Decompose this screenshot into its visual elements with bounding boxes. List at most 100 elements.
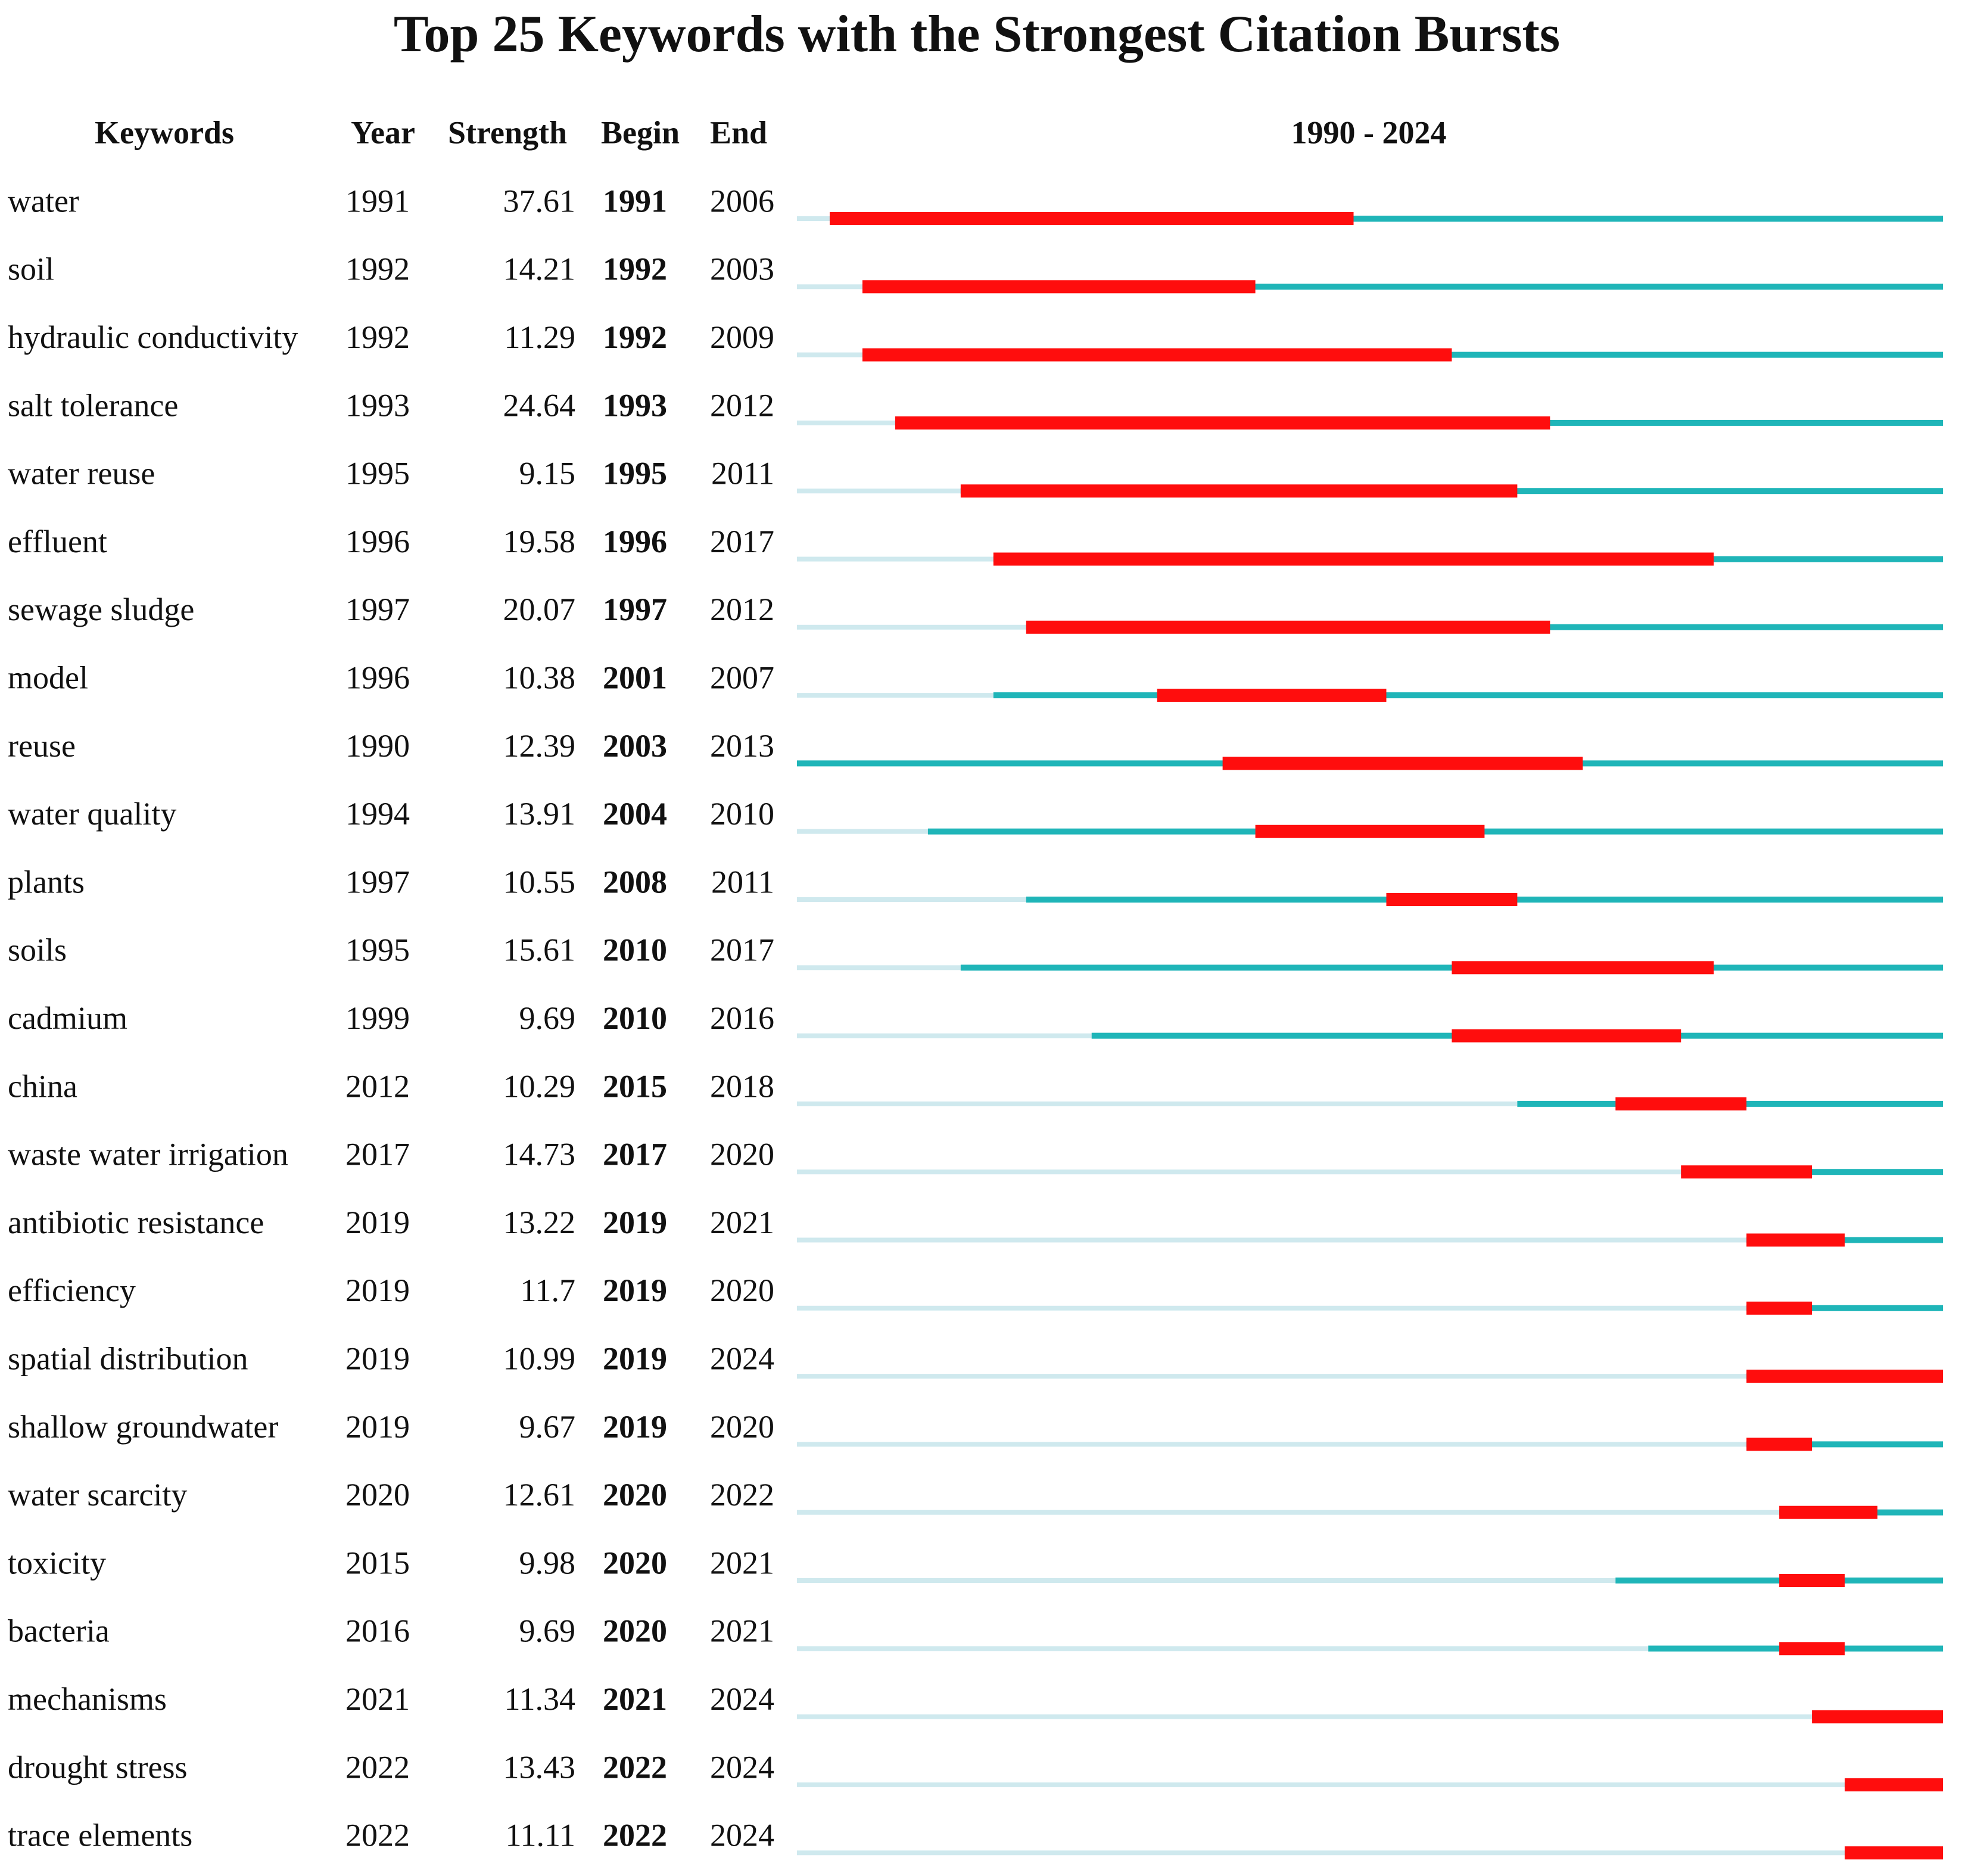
keyword: model <box>8 659 88 695</box>
pre-period <box>797 1646 1649 1651</box>
end: 2024 <box>710 1818 774 1853</box>
begin: 2010 <box>603 1000 667 1036</box>
end: 2017 <box>710 932 774 968</box>
pre-period <box>797 1578 1616 1583</box>
year: 2015 <box>345 1545 410 1581</box>
year: 1991 <box>345 183 410 219</box>
end: 2016 <box>710 1000 774 1036</box>
keyword: cadmium <box>8 1000 127 1036</box>
active-period <box>1746 1305 1943 1311</box>
end: 2024 <box>710 1681 774 1717</box>
burst-bar <box>1026 620 1550 634</box>
chart-title: Top 25 Keywords with the Strongest Citat… <box>394 5 1560 63</box>
pre-period <box>797 624 1026 630</box>
begin: 2015 <box>603 1068 667 1104</box>
keyword: spatial distribution <box>8 1340 248 1376</box>
pre-period <box>797 1374 1747 1379</box>
burst-bar <box>1779 1574 1845 1587</box>
strength: 9.69 <box>519 1613 576 1649</box>
burst-bar <box>862 348 1452 362</box>
pre-period <box>797 1510 1780 1515</box>
strength: 14.21 <box>503 251 576 287</box>
keyword: water reuse <box>8 456 155 491</box>
pre-period <box>797 352 862 357</box>
strength: 13.91 <box>503 796 576 832</box>
strength: 9.98 <box>519 1545 576 1581</box>
end: 2018 <box>710 1068 774 1104</box>
strength: 9.69 <box>519 1000 576 1036</box>
begin: 1993 <box>603 387 667 423</box>
end: 2021 <box>710 1545 774 1581</box>
burst-bar <box>1222 757 1583 770</box>
strength: 10.55 <box>503 864 576 900</box>
keyword: china <box>8 1068 77 1104</box>
begin: 1995 <box>603 456 667 491</box>
active-period <box>829 216 1943 222</box>
burst-bar <box>895 416 1550 430</box>
strength: 15.61 <box>503 932 576 968</box>
end: 2006 <box>710 183 774 219</box>
begin: 2020 <box>603 1613 667 1649</box>
strength: 14.73 <box>503 1137 576 1172</box>
pre-period <box>797 1305 1747 1311</box>
year: 1992 <box>345 251 410 287</box>
pre-period <box>797 420 895 425</box>
strength: 24.64 <box>503 387 576 423</box>
pre-period <box>797 216 830 221</box>
end: 2020 <box>710 1273 774 1308</box>
strength: 10.29 <box>503 1068 576 1104</box>
end: 2020 <box>710 1409 774 1445</box>
year: 1995 <box>345 456 410 491</box>
active-period <box>1746 1441 1943 1448</box>
year: 1997 <box>345 864 410 900</box>
pre-period <box>797 489 961 494</box>
column-header: Begin <box>601 114 680 150</box>
begin: 2019 <box>603 1409 667 1445</box>
keyword: efficiency <box>8 1273 136 1308</box>
strength: 13.43 <box>503 1749 576 1785</box>
strength: 11.7 <box>521 1273 576 1308</box>
keyword: trace elements <box>8 1818 192 1853</box>
year: 2021 <box>345 1681 410 1717</box>
begin: 1992 <box>603 251 667 287</box>
keyword: effluent <box>8 524 107 559</box>
year: 1999 <box>345 1000 410 1036</box>
year: 1990 <box>345 728 410 764</box>
burst-bar <box>1615 1097 1747 1110</box>
keyword: water quality <box>8 796 176 832</box>
burst-bar <box>993 552 1714 566</box>
pre-period <box>797 556 994 562</box>
begin: 2020 <box>603 1545 667 1581</box>
begin: 2008 <box>603 864 667 900</box>
end: 2007 <box>710 659 774 695</box>
burst-bar <box>1746 1301 1812 1315</box>
pre-period <box>797 1101 1518 1106</box>
burst-bar <box>862 280 1256 294</box>
active-period <box>862 284 1943 290</box>
keyword: sewage sludge <box>8 592 194 627</box>
year: 1992 <box>345 319 410 355</box>
burst-bar <box>1452 1029 1681 1043</box>
year: 2019 <box>345 1340 410 1376</box>
burst-bar <box>1255 825 1485 838</box>
burst-bar <box>1386 893 1518 906</box>
keyword: salt tolerance <box>8 387 178 423</box>
end: 2009 <box>710 319 774 355</box>
begin: 2021 <box>603 1681 667 1717</box>
strength: 11.29 <box>504 319 576 355</box>
strength: 37.61 <box>503 183 576 219</box>
burst-bar <box>1779 1505 1878 1519</box>
begin: 2022 <box>603 1749 667 1785</box>
keyword: antibiotic resistance <box>8 1205 264 1240</box>
keyword: mechanisms <box>8 1681 167 1717</box>
year: 2019 <box>345 1273 410 1308</box>
keyword: hydraulic conductivity <box>8 319 298 355</box>
keyword: water <box>8 183 79 219</box>
begin: 1992 <box>603 319 667 355</box>
keyword: reuse <box>8 728 76 764</box>
strength: 9.67 <box>519 1409 576 1445</box>
keyword: water scarcity <box>8 1477 187 1513</box>
year: 2017 <box>345 1137 410 1172</box>
begin: 2019 <box>603 1205 667 1240</box>
